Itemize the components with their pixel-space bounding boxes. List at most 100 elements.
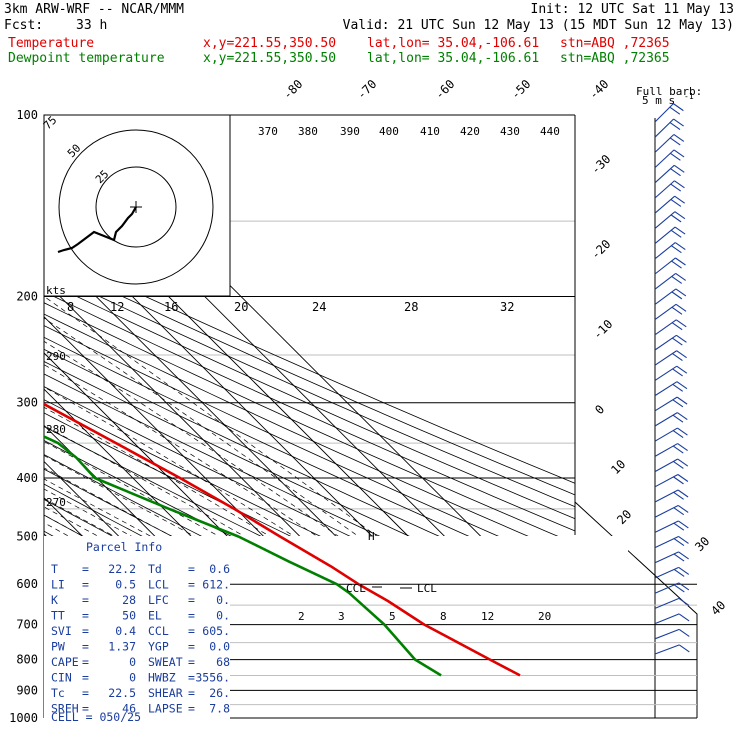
wind-barb xyxy=(654,303,677,321)
mixing-ratio-label: 2 xyxy=(298,610,305,623)
isotherm-label: -70 xyxy=(354,77,379,102)
parcel-key: HWBZ xyxy=(148,671,176,685)
ccl-label: CCL xyxy=(346,582,366,595)
theta-label-top: 420 xyxy=(460,125,480,138)
parcel-key: PW xyxy=(51,640,65,654)
parcel-key: CIN xyxy=(51,671,72,685)
speed-tick-label: 28 xyxy=(404,300,418,314)
theta-label-left: 290 xyxy=(46,350,66,363)
wind-barb-flag xyxy=(672,353,683,361)
wind-barb xyxy=(654,211,676,229)
wind-barb xyxy=(654,365,678,381)
parcel-key: SREH xyxy=(51,702,79,716)
wind-barb-flag xyxy=(677,474,689,482)
parcel-sep: = xyxy=(188,562,195,576)
wind-barb-flag xyxy=(676,381,688,390)
wind-barb xyxy=(654,180,675,199)
parcel-info-box: Parcel Info T = 22.2 Td = 0.6 LI = 0.5 LCL = 612. K =… xyxy=(51,540,230,724)
wind-barb xyxy=(654,396,678,412)
wind-barb-flag xyxy=(672,414,684,423)
pressure-tick-label: 400 xyxy=(16,471,38,485)
theta-label-top: 370 xyxy=(258,125,278,138)
wind-barb-flag xyxy=(673,553,685,562)
wind-barb-flag xyxy=(670,214,682,223)
wind-barb-flag xyxy=(672,445,684,454)
sounding-series xyxy=(44,402,521,677)
wind-barb xyxy=(654,242,676,260)
parcel-sep: = xyxy=(82,655,89,669)
barb-legend-unit-exponent: -1 xyxy=(684,92,694,101)
forecast-label: Fcst: xyxy=(4,18,44,33)
wind-barb-flag xyxy=(672,399,684,408)
lcl-label: LCL xyxy=(417,582,437,595)
theta-label-top: 380 xyxy=(298,125,318,138)
parcel-value: 605. xyxy=(202,624,230,638)
parcel-sep: = xyxy=(188,655,195,669)
pressure-tick-label: 200 xyxy=(16,290,38,304)
parcel-key: TT xyxy=(51,609,65,623)
valid-time: Valid: 21 UTC Sun 12 May 13 (15 MDT Sun … xyxy=(342,18,734,33)
hodograph-trace xyxy=(57,206,137,254)
wind-barbs xyxy=(654,103,690,655)
wind-barb xyxy=(654,381,678,397)
wind-barb xyxy=(654,118,674,138)
parcel-sep: = xyxy=(188,593,195,607)
isotherm-label: 10 xyxy=(608,457,628,477)
wind-barb-flag xyxy=(677,443,688,452)
wind-barb-flag xyxy=(677,505,689,513)
wind-barb-flag xyxy=(671,276,683,284)
parcel-value: 3556. xyxy=(195,671,230,685)
theta-label-top: 410 xyxy=(420,125,440,138)
wind-barb-flag xyxy=(673,134,685,142)
dewpoint-line xyxy=(44,435,442,677)
hodograph-ring-50 xyxy=(58,129,214,285)
parcel-value: 26. xyxy=(209,686,230,700)
wind-barb-flag xyxy=(669,122,681,130)
wind-barb xyxy=(654,427,678,442)
wind-barb xyxy=(654,582,680,594)
isotherm-label: 0 xyxy=(592,402,607,417)
parcel-sep: = xyxy=(188,609,195,623)
wind-barb xyxy=(654,551,679,564)
wind-barb xyxy=(654,566,679,579)
wind-barb xyxy=(654,257,676,275)
temperature-line xyxy=(44,402,521,677)
parcel-info-rows: T = 22.2 Td = 0.6 LI = 0.5 LCL = 612. K = 28 LFC = 0. TT = 5… xyxy=(51,562,230,716)
parcel-key: Td xyxy=(148,562,162,576)
theta-label-top: 390 xyxy=(340,125,360,138)
dry-adiabat-line xyxy=(44,291,575,532)
wind-barb-flag xyxy=(678,520,689,529)
parcel-info-title: Parcel Info xyxy=(86,540,162,554)
temperature-legend-label: Temperature xyxy=(8,36,95,51)
parcel-key: LAPSE xyxy=(148,702,183,716)
mixing-ratio-label: 12 xyxy=(481,610,494,623)
parcel-sep: = xyxy=(82,624,89,638)
wind-barb-flag xyxy=(675,257,686,266)
temperature-xy: x,y=221.55,350.50 xyxy=(203,36,337,51)
wind-barb-flag xyxy=(669,106,681,115)
wind-barb xyxy=(654,164,675,184)
parcel-key: SVI xyxy=(51,624,72,638)
parcel-value: 22.2 xyxy=(108,562,136,576)
wind-barb xyxy=(654,504,679,518)
wind-barb-flag xyxy=(671,322,683,331)
wind-barb-flag xyxy=(677,427,688,436)
parcel-value: 1.37 xyxy=(108,640,136,654)
wind-barb-flag xyxy=(672,383,684,392)
isotherm-label: 20 xyxy=(614,507,634,527)
dry-adiabat-line xyxy=(44,248,575,484)
isotherm-label: -60 xyxy=(432,77,457,102)
parcel-sep: = xyxy=(188,702,195,716)
pressure-tick-label: 100 xyxy=(16,108,38,122)
theta-label-left: 270 xyxy=(46,496,66,509)
wind-barb xyxy=(654,412,678,427)
wind-barb-flag xyxy=(677,489,689,498)
wind-barb xyxy=(654,103,674,123)
wind-barb-flag xyxy=(670,168,681,177)
wind-barb-flag xyxy=(670,199,682,207)
wind-barb-flag xyxy=(675,272,686,281)
pressure-tick-label: 300 xyxy=(16,396,38,410)
wind-barb xyxy=(654,226,676,245)
